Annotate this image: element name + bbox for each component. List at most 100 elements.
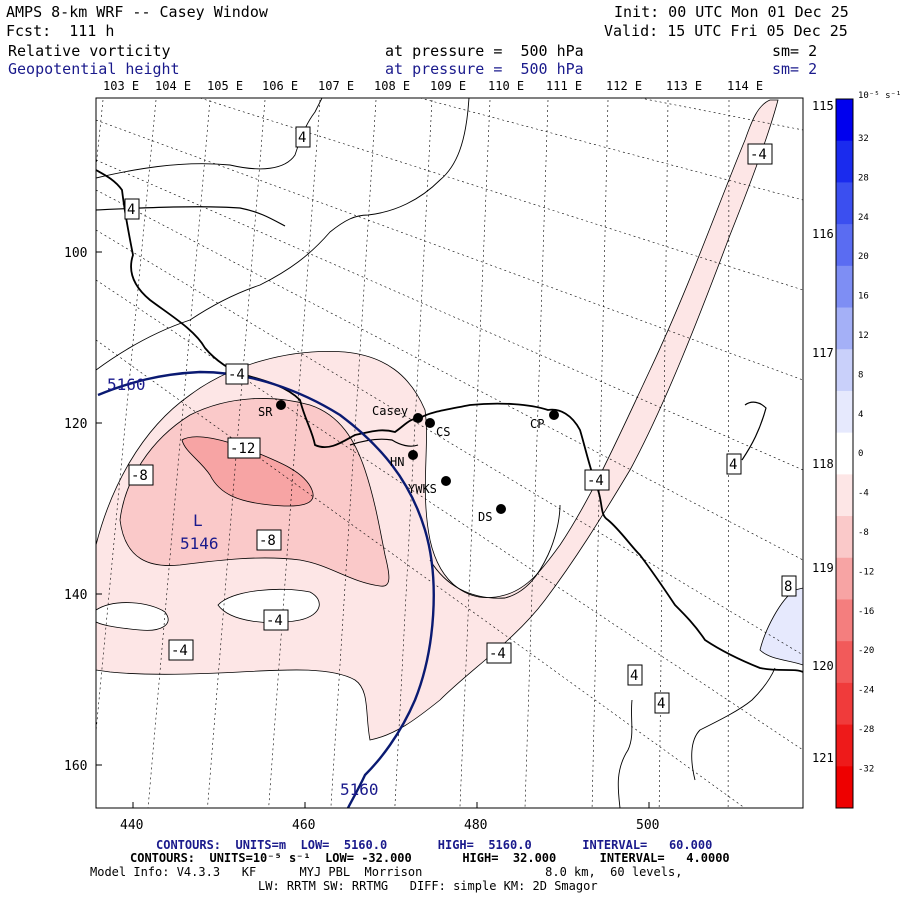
colorbar-tick-label: 28 [858, 173, 869, 183]
vorticity-region-plus8 [759, 587, 803, 666]
vorticity-label: -12 [230, 441, 255, 457]
vorticity-label: 4 [127, 202, 135, 218]
station-label: SR [258, 405, 273, 419]
colorbar-swatch [836, 599, 853, 642]
colorbar-tick-label: 12 [858, 331, 869, 341]
forecast-hour: Fcst: 111 h [6, 22, 115, 40]
station-marker [276, 400, 286, 410]
lon-label: 110 E [488, 79, 524, 93]
left-axis-labels: 100 120 140 160 [64, 246, 87, 774]
field1-smooth: sm= 2 [772, 42, 818, 60]
station-label: DS [478, 510, 492, 524]
vorticity-label: -8 [259, 533, 276, 549]
vorticity-label: -4 [489, 646, 506, 662]
lon-label: 107 E [318, 79, 354, 93]
vorticity-hole [217, 588, 320, 624]
lon-label: 105 E [207, 79, 243, 93]
y-label: 160 [64, 759, 87, 774]
low-center-value: 5146 [180, 534, 219, 553]
top-longitude-labels: 103 E 104 E 105 E 106 E 107 E 108 E 109 … [103, 79, 763, 93]
vorticity-labels: 4 4 -4 -4 -12 -8 -8 -4 -4 -4 -4 4 8 4 4 [124, 126, 797, 714]
x-label: 500 [636, 818, 659, 833]
vorticity-label: -4 [171, 643, 188, 659]
colorbar-swatch [836, 140, 853, 183]
station-marker [425, 418, 435, 428]
colorbar-tick-label: -8 [858, 528, 869, 538]
valid-time: Valid: 15 UTC Fri 05 Dec 25 [604, 22, 848, 40]
colorbar-frame [835, 98, 854, 809]
vorticity-contour-info: CONTOURS: UNITS=10⁻⁵ s⁻¹ LOW= -32.000 HI… [130, 851, 730, 865]
colorbar-swatch [836, 682, 853, 726]
init-time: Init: 00 UTC Mon 01 Dec 25 [614, 3, 849, 21]
bottom-axis-labels: 440 460 480 500 [120, 818, 659, 833]
station-label: Casey [372, 404, 408, 418]
geopotential-contour-5160 [97, 370, 435, 808]
colorbar-swatch [836, 557, 853, 600]
colorbar-tick-label: 20 [858, 252, 869, 262]
station-label: CP [530, 417, 544, 431]
station-label: HN [390, 455, 404, 469]
station-marker [441, 476, 451, 486]
stations: SR Casey CS CP HN YWKS DS [258, 400, 559, 524]
vorticity-hole [96, 602, 169, 631]
vorticity-label: 4 [298, 130, 306, 146]
colorbar-tick-label: -4 [858, 489, 869, 499]
vorticity-label: 4 [657, 696, 665, 712]
colorbar-swatch [836, 474, 853, 517]
colorbar-swatch [836, 766, 853, 809]
lon-label: 112 E [606, 79, 642, 93]
vorticity-label: -4 [750, 147, 767, 163]
colorbar-tick-label: 16 [858, 292, 869, 302]
station-marker [549, 410, 559, 420]
field1-name: Relative vorticity [8, 42, 171, 60]
y-label: 120 [64, 417, 87, 432]
colorbar-tick-label: 4 [858, 410, 863, 420]
lon-label: 106 E [262, 79, 298, 93]
lon-label: 108 E [374, 79, 410, 93]
colorbar: 32 28 24 20 16 12 8 4 0 -4 -8 -12 -16 -20 -24 -28 -32 [835, 98, 874, 809]
colorbar-tick-label: 0 [858, 449, 863, 459]
vorticity-label: 8 [784, 579, 792, 595]
coastline [741, 401, 767, 461]
bottom-axis-ticks [132, 802, 650, 808]
station-marker [413, 413, 423, 423]
vorticity-contour-text: CONTOURS: UNITS=10⁻⁵ s⁻¹ LOW= -32.000 HI… [130, 851, 730, 865]
colorbar-tick-label: -12 [858, 567, 874, 577]
vorticity-label: -4 [266, 613, 283, 629]
left-axis-ticks [96, 251, 102, 766]
height-label: 5160 [340, 780, 379, 799]
field1-level: at pressure = 500 hPa [385, 42, 584, 60]
low-center-label: L [193, 511, 203, 530]
colorbar-tick-label: -32 [858, 764, 874, 774]
height-labels: 5160 5160 L 5146 [107, 375, 379, 799]
field2-name: Geopotential height [8, 60, 180, 78]
lon-label: 109 E [430, 79, 466, 93]
colorbar-swatch [836, 724, 853, 767]
colorbar-tick-label: 32 [858, 134, 869, 144]
colorbar-tick-label: 24 [858, 213, 869, 223]
colorbar-swatch [836, 432, 853, 475]
field2-smooth: sm= 2 [772, 60, 818, 78]
vorticity-label: -4 [587, 473, 604, 489]
station-label: YWKS [408, 482, 437, 496]
model-info: Model Info: V4.3.3 KF MYJ PBL Morrison 8… [90, 865, 683, 879]
colorbar-tick-label: -20 [858, 646, 874, 656]
height-contour-info: CONTOURS: UNITS=m LOW= 5160.0 HIGH= 5160… [156, 838, 712, 852]
lon-label: 103 E [103, 79, 139, 93]
lon-label: 114 E [727, 79, 763, 93]
model-physics: LW: RRTM SW: RRTMG DIFF: simple KM: 2D S… [258, 879, 598, 893]
colorbar-swatch [836, 224, 853, 267]
y-label: 100 [64, 246, 87, 261]
station-marker [496, 504, 506, 514]
colorbar-tick-label: -28 [858, 725, 874, 735]
x-label: 480 [464, 818, 487, 833]
station-label: CS [436, 425, 450, 439]
height-label: 5160 [107, 375, 146, 394]
lon-label: 111 E [546, 79, 582, 93]
colorbar-swatch [836, 265, 853, 309]
station-marker [408, 450, 418, 460]
colorbar-swatch [836, 99, 853, 142]
colorbar-swatch [836, 390, 853, 434]
zero-contours [96, 98, 776, 808]
